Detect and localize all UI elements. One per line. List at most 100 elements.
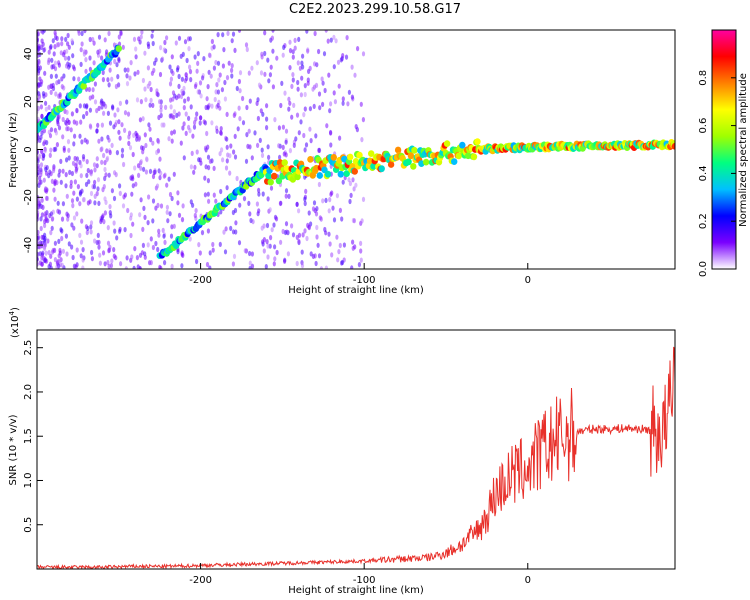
heatmap-cell (220, 147, 224, 153)
heatmap-cell (333, 99, 337, 105)
heatmap-cell (235, 175, 239, 182)
heatmap-cell (279, 102, 283, 109)
heatmap-cell (275, 249, 279, 256)
heatmap-cell (79, 61, 83, 67)
heatmap-cell (216, 60, 221, 66)
heatmap-cell (308, 126, 312, 132)
heatmap-cell (168, 81, 173, 87)
heatmap-cell (257, 191, 261, 197)
heatmap-cell (64, 36, 68, 43)
heatmap-cell (184, 130, 188, 136)
heatmap-cell (222, 47, 226, 53)
heatmap-cell (205, 261, 210, 268)
heatmap-cell (357, 262, 361, 268)
heatmap-cell (97, 200, 101, 206)
snr-x-label: Height of straight line (km) (288, 585, 424, 596)
heatmap-cell (106, 110, 110, 116)
heatmap-cell (325, 123, 329, 129)
heatmap-cell (169, 233, 174, 239)
heatmap-cell (290, 223, 294, 229)
heatmap-cell (216, 102, 220, 108)
heatmap-cell (221, 63, 225, 69)
heatmap-cell (62, 147, 66, 153)
heatmap-cell (47, 250, 51, 256)
heatmap-cell (265, 103, 269, 109)
heatmap-cell (93, 179, 97, 185)
heatmap-cell (309, 138, 313, 144)
heatmap-cell (360, 137, 364, 143)
chart-title: C2E2.2023.299.10.58.G17 (288, 2, 462, 17)
heatmap-cell (147, 43, 151, 50)
heatmap-cell (265, 172, 272, 180)
heatmap-cell (49, 44, 53, 50)
heatmap-cell (422, 158, 430, 166)
heatmap-cell (75, 262, 79, 268)
heatmap-cell (347, 177, 351, 183)
heatmap-cell (96, 186, 100, 192)
heatmap-cell (159, 107, 163, 113)
heatmap-cell (143, 50, 147, 56)
heatmap-cell (207, 69, 211, 75)
heatmap-cell (300, 249, 304, 255)
heatmap-cell (351, 239, 355, 245)
heatmap-cell (151, 244, 155, 251)
heatmap-cell (278, 154, 282, 160)
heatmap-cell (260, 51, 264, 57)
heatmap-cell (184, 111, 188, 117)
heatmap-cell (65, 157, 69, 163)
heatmap-cell (213, 96, 217, 103)
heatmap-cell (42, 47, 46, 53)
heatmap-cell (269, 185, 274, 191)
heatmap-cell (283, 258, 287, 264)
heatmap-cell (42, 128, 47, 134)
heatmap-cell (133, 246, 137, 252)
heatmap-cell (48, 213, 52, 219)
heatmap-cell (179, 53, 183, 59)
heatmap-cell (93, 99, 98, 105)
heatmap-cell (139, 159, 143, 165)
heatmap-cell (101, 77, 105, 83)
heatmap-cell (83, 137, 87, 143)
heatmap-cell (112, 195, 117, 202)
heatmap-cell (185, 75, 189, 82)
heatmap-cell (131, 221, 135, 227)
heatmap-cell (68, 62, 72, 68)
heatmap-cell (138, 252, 143, 258)
heatmap-cell (57, 238, 61, 244)
heatmap-cell (295, 260, 299, 267)
heatmap-cell (268, 207, 272, 213)
heatmap-cell (168, 211, 172, 217)
heatmap-cell (121, 44, 125, 50)
heatmap-cell (80, 188, 84, 194)
heatmap-cell (133, 71, 137, 77)
heatmap-cell (154, 57, 158, 63)
heatmap-cell (175, 95, 179, 101)
colorbar-ticks: 0.0 0.2 0.4 0.6 0.8 (698, 70, 736, 277)
heatmap-cell (60, 84, 64, 90)
heatmap-cell (172, 223, 176, 229)
heatmap-cell (40, 255, 44, 261)
heatmap-cell (214, 59, 218, 66)
heatmap-cell (79, 173, 83, 179)
heatmap-cell (203, 175, 207, 181)
heatmap-cell (100, 136, 104, 142)
heatmap-cell (148, 168, 153, 174)
heatmap-cell (207, 52, 212, 58)
heatmap-cell (131, 176, 135, 182)
heatmap-cell (359, 240, 363, 246)
heatmap-cell (318, 215, 322, 221)
heatmap-cell (157, 232, 161, 238)
heatmap-cell (67, 55, 71, 61)
heatmap-cell (250, 65, 254, 71)
heatmap-cell (233, 154, 238, 160)
heatmap-cell (79, 119, 83, 125)
heatmap-cell (211, 241, 215, 248)
heatmap-cell (126, 67, 130, 73)
heatmap-cell (108, 120, 113, 126)
heatmap-cell (75, 107, 79, 114)
heatmap-cell (65, 126, 69, 132)
heatmap-cell (51, 82, 55, 88)
heatmap-cell (141, 242, 145, 248)
heatmap-cell (281, 144, 285, 150)
heatmap-cell (96, 177, 101, 183)
